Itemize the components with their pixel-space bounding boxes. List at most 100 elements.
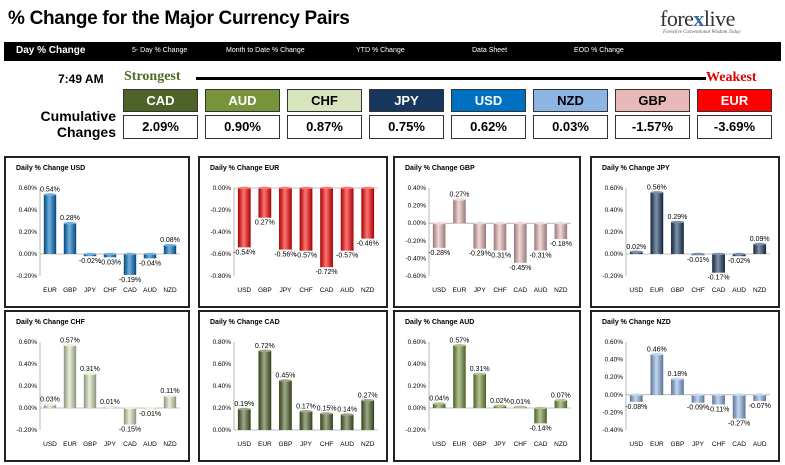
bar-cap [237,407,251,411]
data-label: 0.11% [160,388,179,395]
bar [163,245,177,254]
bar-cap [671,220,684,224]
x-tick-label: EUR [43,287,57,294]
x-tick-label: JPY [474,287,487,294]
x-tick-label: JPY [279,287,292,294]
y-tick-label: 0.40% [408,361,427,368]
currency-card-value: -3.69% [697,115,772,139]
data-label: 0.54% [40,187,60,194]
nav-month-to-date[interactable]: Month to Date % Change [226,47,305,54]
bar-cap [453,344,466,347]
x-tick-label: USD [432,441,446,448]
bar [554,223,568,240]
bar-cap [163,243,177,247]
x-tick-label: USD [432,287,446,294]
x-tick-label: AUD [732,287,746,294]
bar [279,188,292,250]
nav-data-sheet[interactable]: Data Sheet [472,47,508,54]
x-tick-label: GBP [671,441,685,448]
y-tick-label: 0.00% [408,220,427,227]
bar [163,395,177,408]
currency-card-name: USD [451,89,526,112]
data-label: 0.72% [255,343,275,350]
x-tick-label: CHF [514,441,527,448]
x-tick-label: USD [629,287,643,294]
bar-cap [361,399,375,402]
bar [320,188,333,268]
chart-panel-1: Daily % Change USD 0.60% 0.40% 0.20% 0.00% -0… [4,156,190,308]
x-tick-label: CHF [299,287,312,294]
bar [432,403,446,408]
x-tick-label: GBP [473,441,487,448]
y-tick-label: 0.40% [408,185,427,192]
bar-chart: 0.80% 0.60% 0.40% 0.20% 0.00% 0.19% USD 0.72% EU… [213,339,378,448]
chart-panel-8: Daily % Change NZD 0.60% 0.40% 0.20% 0.00% -0… [590,310,780,462]
x-tick-label: CAD [534,441,548,448]
chart-panel-4: Daily % Change JPY 0.60% 0.40% 0.20% 0.00% -0… [590,156,780,308]
y-tick-label: 0.40% [19,361,38,368]
y-tick-label: 0.60% [19,339,38,346]
data-label: 0.31% [470,366,490,373]
bar-cap [554,399,568,402]
chart-panel-3: Daily % Change GBP 0.40% 0.20% 0.00% -0.20% -… [393,156,581,308]
y-tick-label: 0.00% [605,392,624,399]
data-label: -0.31% [489,252,511,259]
currency-card-name: CAD [123,89,198,112]
bar-cap [432,221,446,225]
y-tick-label: -0.20% [16,427,37,434]
data-label: -0.01% [139,411,161,418]
bar [299,188,313,251]
y-tick-label: 0.80% [213,339,232,346]
bar-cap [163,394,177,398]
cumulative-label-line2: Changes [56,124,116,140]
x-tick-label: EUR [453,441,467,448]
x-tick-label: EUR [63,441,77,448]
bar-cap [340,413,354,416]
bar-chart: 0.60% 0.40% 0.20% 0.00% -0.20% 0.02% USD 0.56% E… [602,184,770,294]
bar-cap [712,393,725,397]
data-label: -0.08% [625,404,647,411]
y-tick-label: 0.00% [605,251,624,258]
bar-cap [513,405,527,409]
nav-5day-change[interactable]: 5- Day % Change [132,47,188,54]
bar-cap [629,393,643,397]
strongest-label: Strongest [124,69,181,84]
x-tick-label: USD [237,287,251,294]
bar-cap [453,198,466,201]
x-tick-label: GBP [83,441,97,448]
x-tick-label: AUD [753,441,767,448]
x-tick-label: GBP [63,287,77,294]
y-tick-label: -0.40% [405,255,426,262]
currency-card-chf: CHF 0.87% [287,89,362,139]
x-tick-label: CHF [103,287,116,294]
x-tick-label: USD [43,441,57,448]
y-tick-label: 0.00% [213,185,232,192]
data-label: -0.57% [336,253,358,260]
bar-cap [320,186,333,190]
strength-line [196,77,706,80]
data-label: 0.31% [80,366,100,373]
data-label: 0.02% [490,398,510,405]
y-tick-label: 0.20% [408,383,427,390]
bar [534,223,547,251]
currency-card-aud: AUD 0.90% [205,89,280,139]
bar-cap [340,186,354,190]
nav-ytd-change[interactable]: YTD % Change [356,47,405,54]
bar-cap [473,221,487,225]
forexlive-logo: forexlive Forexlive Conventional Wisdom … [660,6,770,42]
bar-cap [691,252,705,256]
currency-card-gbp: GBP -1.57% [615,89,690,139]
data-label: 0.01% [510,399,530,406]
currency-card-value: 2.09% [123,115,198,139]
bar [237,188,251,248]
x-tick-label: EUR [453,287,467,294]
bar-cap [513,221,527,225]
y-tick-label: 0.60% [605,185,624,192]
nav-eod-change[interactable]: EOD % Change [574,47,624,54]
chart-panel-6: Daily % Change CAD 0.80% 0.60% 0.40% 0.20% 0.… [198,310,388,462]
bar-cap [299,186,313,190]
bar-cap [320,412,333,415]
y-tick-label: -0.40% [210,229,231,236]
nav-day-change[interactable]: Day % Change [16,45,86,56]
